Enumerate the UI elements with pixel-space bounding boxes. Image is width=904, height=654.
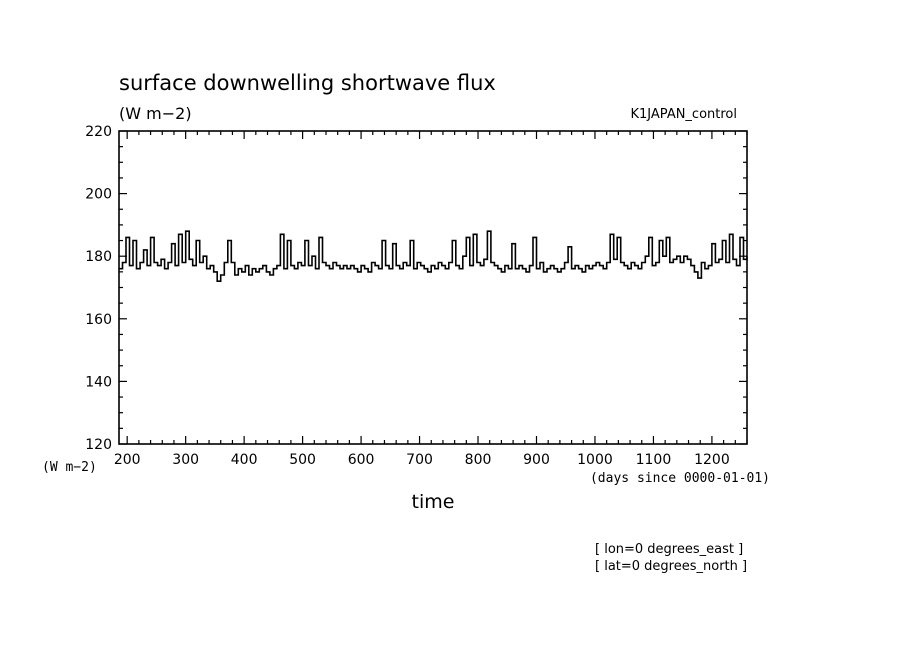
x-tick-label: 1000: [577, 452, 613, 468]
y-tick-label: 120: [85, 437, 112, 453]
x-tick-label: 1100: [636, 452, 672, 468]
x-tick-label: 200: [114, 452, 141, 468]
y-tick-label: 140: [85, 374, 112, 390]
series-group: [119, 230, 748, 282]
x-tick-label: 400: [231, 452, 258, 468]
chart-subtitle: (W m−2): [119, 104, 192, 123]
series-line: [119, 230, 748, 282]
x-tick-label: 700: [406, 452, 433, 468]
x-tick-label: 500: [289, 452, 316, 468]
chart-title: surface downwelling shortwave flux: [119, 71, 496, 95]
y-tick-label: 220: [85, 124, 112, 140]
y-axis-label: (W m−2): [42, 460, 97, 475]
x-axis-ticks: 200 300 400 500 600 700 800 900 1000 1100 1200: [114, 131, 748, 468]
y-tick-label: 160: [85, 312, 112, 328]
x-tick-label: 900: [523, 452, 550, 468]
y-axis-ticks: 120 140 160 180 200 220: [85, 124, 747, 453]
x-axis-label: time: [412, 491, 455, 513]
location-lat: [ lat=0 degrees_north ]: [595, 559, 747, 574]
x-tick-label: 1200: [694, 452, 730, 468]
x-tick-label: 800: [465, 452, 492, 468]
run-label: K1JAPAN_control: [631, 107, 737, 122]
y-tick-label: 200: [85, 187, 112, 203]
location-lon: [ lon=0 degrees_east ]: [595, 542, 743, 557]
x-tick-label: 600: [348, 452, 375, 468]
plot-frame: [118, 130, 748, 445]
y-tick-label: 180: [85, 249, 112, 265]
x-tick-label: 300: [172, 452, 199, 468]
x-axis-units: (days since 0000-01-01): [590, 471, 770, 486]
